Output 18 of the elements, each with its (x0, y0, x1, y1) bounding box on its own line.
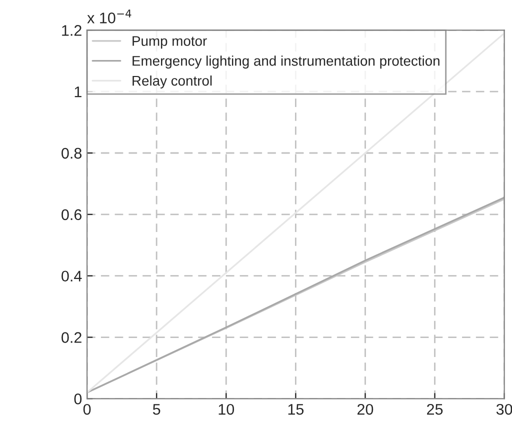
y-tick-label: 1 (74, 86, 82, 98)
x-tick-label: 5 (152, 404, 160, 415)
x-tick-label: 25 (427, 404, 443, 415)
text: x 10$^{−4}$ (87, 10, 132, 24)
x-tick-label: 30 (496, 404, 512, 415)
legend-label: Pump motor (132, 36, 207, 49)
y-tick-label: 0.8 (62, 148, 82, 159)
x-tick-label: 20 (358, 404, 374, 415)
y-tick-label: 0.6 (62, 209, 82, 220)
x-tick-label: 0 (83, 404, 91, 415)
y-tick-label: 1.2 (62, 25, 82, 36)
y-tick-label: 0.2 (62, 332, 82, 343)
y-tick-label: 0 (74, 394, 82, 404)
legend-label: Relay control (132, 76, 212, 88)
y-tick-label: 0.4 (62, 270, 82, 282)
x-tick-label: 10 (218, 404, 234, 415)
x-tick-label: 15 (288, 404, 304, 415)
legend-label: Emergency lighting and instrumentation protection (132, 56, 440, 69)
